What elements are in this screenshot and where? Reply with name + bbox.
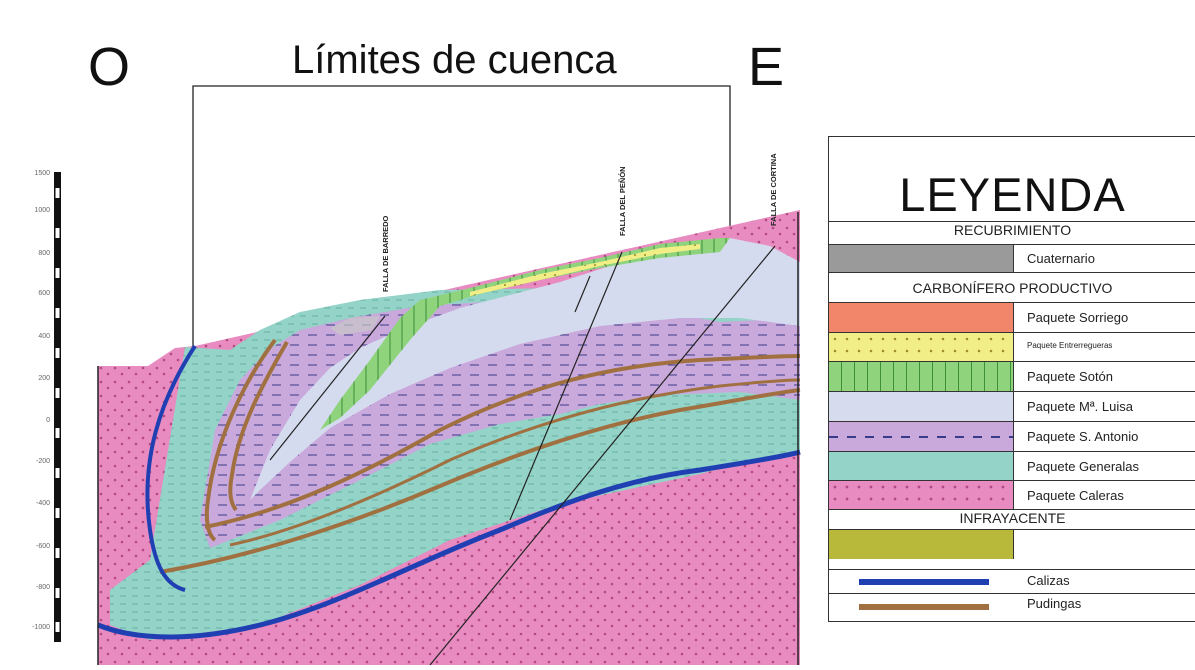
west-label: O	[88, 37, 131, 97]
legend-item-generalas: Paquete Generalas	[829, 451, 1195, 480]
caliza-line-base	[97, 449, 801, 640]
pudinga-line-1	[204, 338, 277, 542]
legend-item-infrayacente	[829, 529, 1195, 559]
scale-label: -400	[35, 500, 50, 507]
legend-label: Cuaternario	[1027, 251, 1095, 266]
legend-item-sorriego: Paquete Sorriego	[829, 302, 1195, 332]
pudinga-line-5	[229, 378, 801, 547]
scale-label: -200	[35, 458, 50, 465]
legend-label: Paquete Caleras	[1027, 488, 1124, 503]
legend-label: Paquete Sotón	[1027, 369, 1114, 384]
legend-swatch	[829, 392, 1014, 421]
legend-item-caleras: Paquete Caleras	[829, 480, 1195, 509]
legend-swatch	[829, 452, 1014, 480]
legend-item-pudingas: Pudingas	[829, 593, 1195, 622]
legend-item-soton: Paquete Sotón	[829, 361, 1195, 391]
calizas-line-swatch	[859, 579, 989, 585]
legend-label: Pudingas	[1027, 596, 1082, 611]
legend-title: LEYENDA	[899, 168, 1126, 221]
scale-bar-ticks	[55, 188, 60, 632]
scale-label: 1500	[34, 170, 50, 177]
fault-line-barredo	[269, 315, 386, 461]
legend-item-marialuisa: Paquete Mª. Luisa	[829, 391, 1195, 421]
scale-label: -800	[35, 584, 50, 591]
legend-swatch	[829, 303, 1014, 332]
pudinga-line-3	[159, 388, 801, 574]
fault-label-barredo: FALLA DE BARREDO	[381, 215, 390, 292]
legend-item-calizas: Calizas	[829, 569, 1195, 593]
pudinga-line-2	[228, 340, 289, 512]
east-label: E	[748, 37, 785, 97]
legend-section-infrayacente: INFRAYACENTE	[829, 509, 1195, 529]
legend-label: Calizas	[1027, 573, 1070, 588]
cuaternario-layer	[330, 316, 380, 335]
scale-bar	[54, 172, 61, 642]
scale-label: -600	[35, 543, 50, 550]
legend-swatch	[829, 530, 1014, 559]
legend-swatch	[829, 333, 1014, 361]
fault-label-cortina: FALLA DE CORTINA	[769, 153, 778, 226]
basin-limits-title: Límites de cuenca	[292, 38, 617, 82]
scale-label: -1000	[32, 624, 50, 631]
legend-label: Paquete Sorriego	[1027, 310, 1129, 325]
legend-label: Paquete S. Antonio	[1027, 429, 1139, 444]
pudinga-line-4	[204, 354, 801, 529]
legend-item-cuaternario: Cuaternario	[829, 244, 1195, 272]
basin-limits-frame	[192, 85, 731, 352]
legend-label: Paquete Generalas	[1027, 459, 1140, 474]
legend: LEYENDA RECUBRIMIENTO Cuaternario CARBON…	[828, 136, 1195, 622]
legend-section-recubrimiento: RECUBRIMIENTO	[829, 221, 1195, 244]
legend-item-santonio: Paquete S. Antonio	[829, 421, 1195, 451]
generalas-band-right	[520, 394, 800, 515]
legend-item-entrerregueras: Paquete Entrerregueras	[829, 332, 1195, 361]
legend-label: Paquete Entrerregueras	[1027, 341, 1113, 350]
legend-swatch	[829, 481, 1014, 509]
fault-line-penon-2	[574, 275, 591, 313]
scale-label: 1000	[34, 207, 50, 214]
legend-swatch	[829, 362, 1014, 391]
scale-label: 400	[38, 333, 50, 340]
soton-layer	[320, 238, 730, 430]
fault-label-penon: FALLA DEL PEÑÓN	[618, 166, 627, 236]
scale-label: 200	[38, 375, 50, 382]
legend-label: Paquete Mª. Luisa	[1027, 399, 1133, 414]
fault-line-penon	[509, 251, 623, 521]
legend-swatch	[829, 245, 1014, 272]
entrerregueras-layer	[470, 244, 700, 296]
pudingas-line-swatch	[859, 604, 989, 610]
scale-label: 600	[38, 290, 50, 297]
legend-swatch	[829, 422, 1014, 451]
marialuisa-layer	[250, 238, 800, 500]
scale-label: 800	[38, 250, 50, 257]
caliza-line-west	[145, 344, 197, 592]
scale-label: 0	[46, 417, 50, 424]
fault-line-cortina	[429, 245, 776, 666]
legend-section-carbonifero: CARBONÍFERO PRODUCTIVO	[829, 272, 1195, 302]
